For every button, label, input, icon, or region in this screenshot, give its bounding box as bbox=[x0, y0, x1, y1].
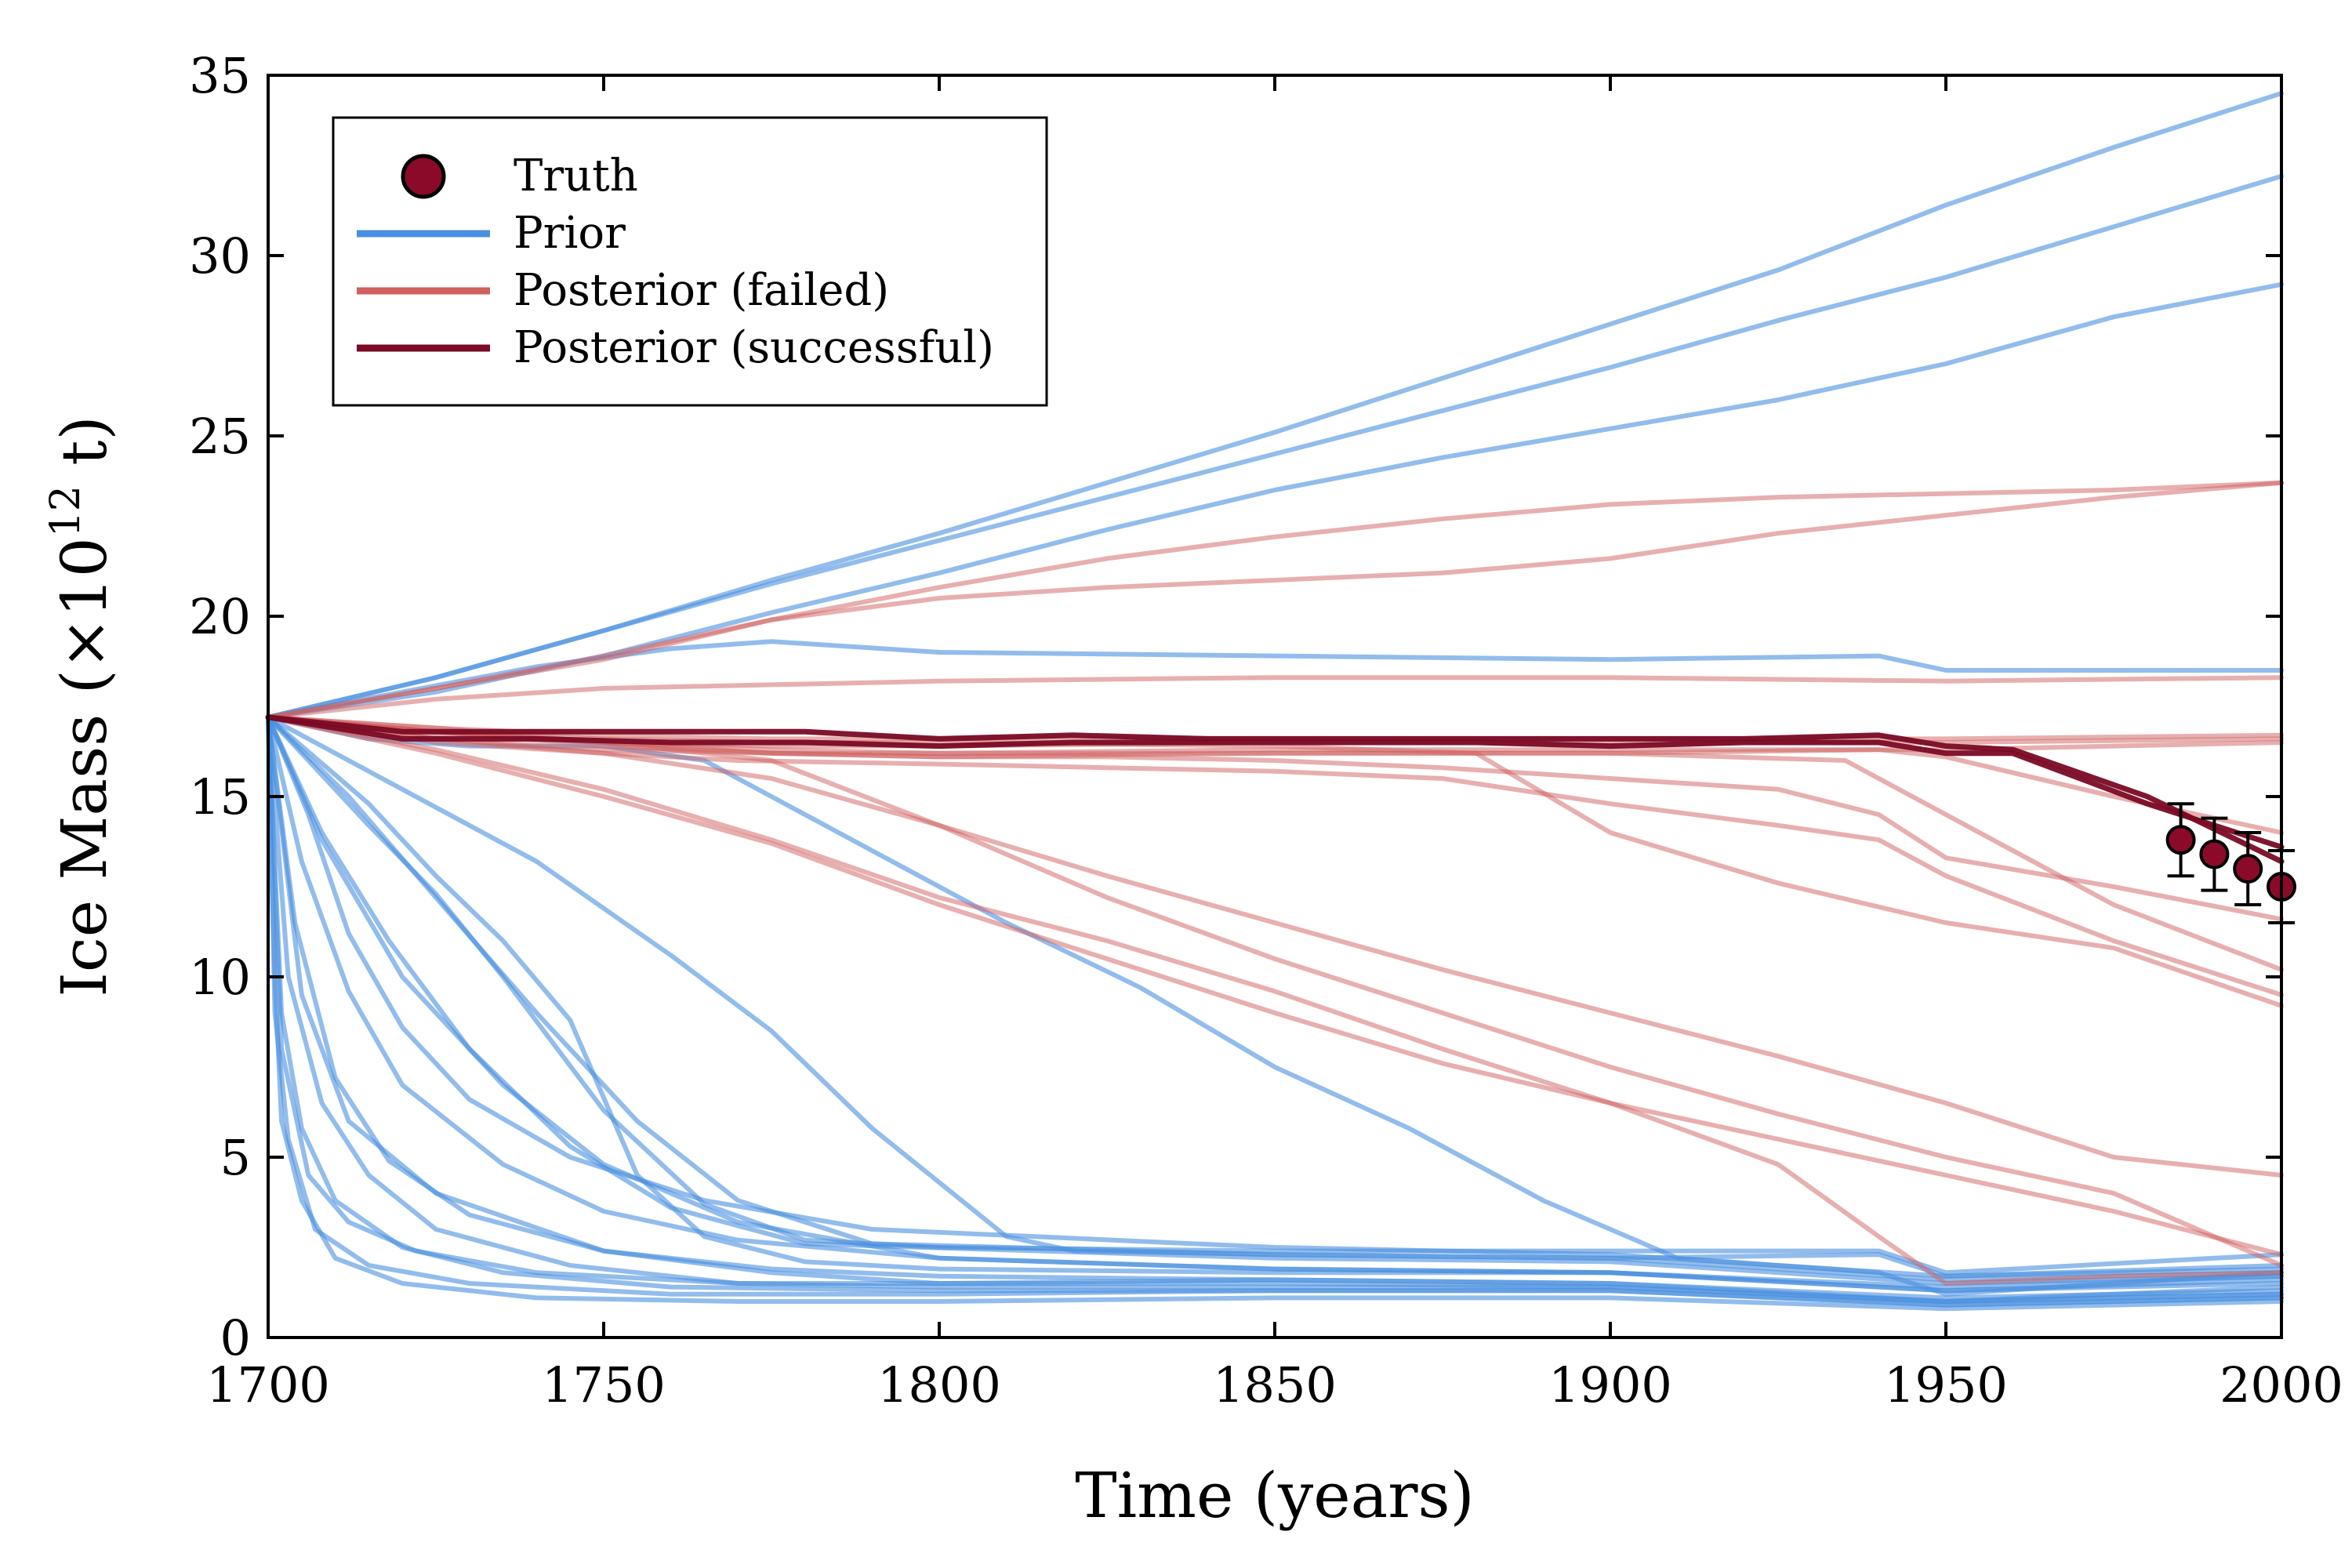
prior-series-line-17 bbox=[266, 714, 2284, 1308]
y-tick-label-4: 20 bbox=[189, 588, 251, 645]
legend-label-2: Posterior (failed) bbox=[514, 265, 889, 316]
x-tick-label-2: 1800 bbox=[877, 1356, 1001, 1414]
legend-items: Truth Prior Posterior (failed) Posterior (s… bbox=[357, 151, 994, 373]
x-tick-label-4: 1900 bbox=[1548, 1356, 1672, 1414]
y-tick-label-3: 15 bbox=[189, 768, 251, 826]
failed-series-line-33 bbox=[266, 714, 2284, 922]
prior-series-line-10 bbox=[266, 714, 2284, 1279]
y-axis-label-main: Ice Mass (×10 bbox=[48, 537, 121, 996]
prior-series-line-12 bbox=[266, 714, 2284, 1301]
legend-label-1: Prior bbox=[514, 208, 626, 259]
y-tick-label-7: 35 bbox=[189, 47, 251, 104]
failed-series-line-20 bbox=[266, 480, 2284, 720]
successful-series-line-36 bbox=[265, 714, 2285, 850]
failed-series-line-21 bbox=[266, 480, 2284, 720]
prior-series-line-9 bbox=[266, 714, 2284, 1286]
prior-series-line-11 bbox=[266, 714, 2284, 1294]
x-tick-label-6: 2000 bbox=[2220, 1356, 2343, 1414]
y-tick-label-0: 0 bbox=[220, 1309, 251, 1367]
legend: Truth Prior Posterior (failed) Posterior (s… bbox=[332, 116, 1048, 407]
prior-series-line-18 bbox=[266, 714, 2284, 1312]
x-tick-label-5: 1950 bbox=[1884, 1356, 2008, 1414]
prior-series-line-14 bbox=[266, 714, 2284, 1304]
legend-label-3: Posterior (successful) bbox=[514, 322, 994, 373]
prior-series-line-5 bbox=[266, 714, 2284, 1279]
legend-label-0: Truth bbox=[514, 151, 638, 201]
truth-point-0 bbox=[2165, 825, 2196, 855]
series-layer bbox=[265, 91, 2285, 1312]
prior-series-line-8 bbox=[266, 714, 2284, 1283]
failed-series-line-34 bbox=[266, 714, 2284, 1178]
y-axis-label-exponent: 12 bbox=[42, 485, 89, 537]
legend-marker-truth bbox=[401, 154, 446, 199]
y-tick-label-5: 25 bbox=[189, 408, 251, 465]
x-tick-label-1: 1750 bbox=[542, 1356, 666, 1414]
x-axis-label: Time (years) bbox=[1075, 1459, 1475, 1532]
legend-box bbox=[332, 116, 1048, 407]
prior-series-line-6 bbox=[266, 714, 2284, 1276]
failed-series-line-31 bbox=[266, 714, 2284, 1286]
successful-series-line-35 bbox=[265, 714, 2285, 865]
prior-series-line-3 bbox=[266, 639, 2284, 720]
x-tick-label-3: 1850 bbox=[1213, 1356, 1337, 1414]
prior-series-line-4 bbox=[266, 714, 2284, 1297]
y-axis-label: Ice Mass (×1012 t) bbox=[42, 416, 121, 996]
prior-series-line-19 bbox=[266, 714, 2284, 1294]
truth-point-1 bbox=[2199, 839, 2230, 869]
x-tick-label-0: 1700 bbox=[206, 1356, 330, 1414]
prior-series-line-1 bbox=[266, 91, 2284, 720]
y-tick-label-2: 10 bbox=[189, 949, 251, 1006]
y-tick-label-6: 30 bbox=[189, 227, 251, 285]
prior-series-line-13 bbox=[266, 714, 2284, 1304]
truth-point-2 bbox=[2233, 854, 2263, 884]
y-tick-label-1: 5 bbox=[220, 1129, 251, 1186]
prior-series-line-16 bbox=[266, 714, 2284, 1304]
failed-series-line-22 bbox=[266, 675, 2284, 720]
ticks-layer: 1700 1750 1800 1850 1900 1950 2000 0 5 10 15 20 25 30… bbox=[189, 47, 2343, 1414]
failed-series-line-29 bbox=[266, 714, 2284, 1258]
truth-layer bbox=[2165, 802, 2296, 924]
prior-series-line-7 bbox=[266, 714, 2284, 1290]
y-axis-label-tail: t) bbox=[48, 416, 121, 485]
